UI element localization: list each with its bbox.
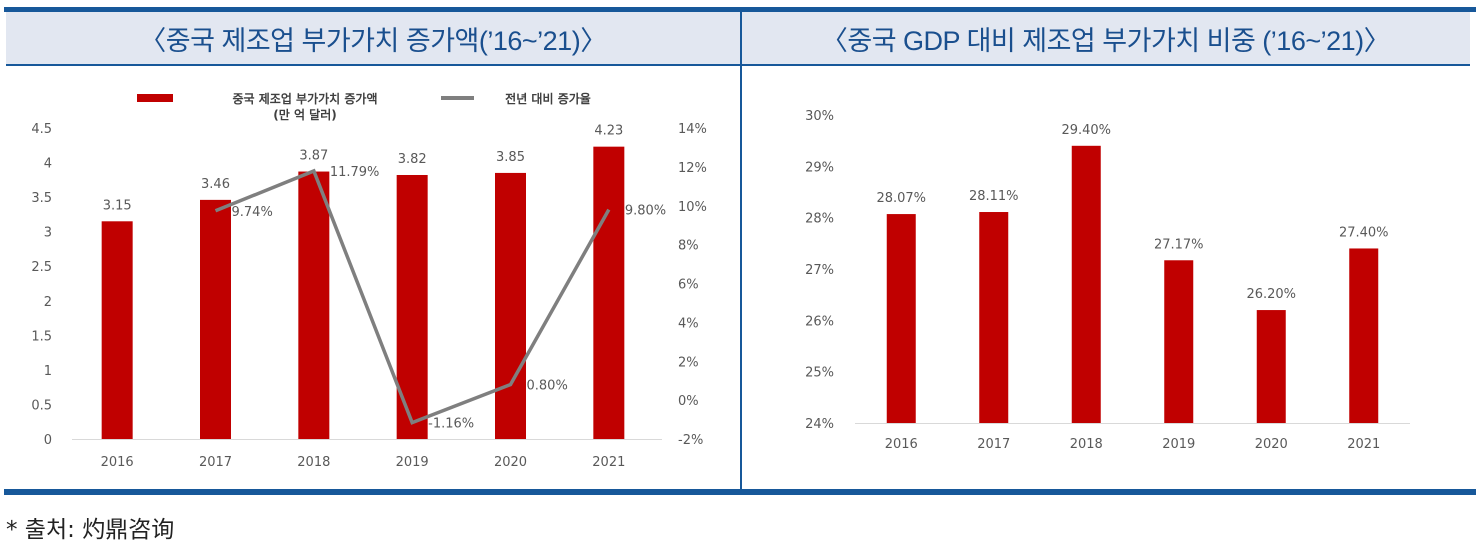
y2-axis-tick-label: -2% [678, 433, 703, 448]
y2-axis-tick-label: 2% [678, 355, 699, 370]
y-axis-tick-label: 4 [44, 157, 52, 172]
y-axis-tick-label: 3.5 [31, 191, 52, 206]
legend-line-label: 전년 대비 증가율 [505, 91, 591, 106]
source-note: * 출처: 灼鼎咨询 [6, 517, 175, 543]
y2-axis-tick-label: 14% [678, 122, 707, 137]
line-data-label: 9.80% [625, 204, 666, 219]
bar-data-label: 3.46 [201, 177, 230, 192]
y-axis-tick-label: 1 [44, 364, 52, 379]
bar-2017 [200, 199, 231, 439]
bar-data-label: 3.85 [496, 150, 525, 165]
y2-axis-tick-label: 4% [678, 316, 699, 331]
panel-divider [740, 12, 742, 490]
x-axis-tick-label: 2021 [592, 455, 625, 470]
bar-2018 [298, 171, 330, 440]
y-axis-tick-label: 28% [805, 212, 834, 227]
x-axis-tick-label: 2019 [1162, 437, 1195, 452]
x-axis-tick-label: 2018 [1070, 437, 1103, 452]
legend-bar-unit: (만 억 달러) [273, 107, 337, 122]
x-axis-tick-label: 2020 [494, 455, 527, 470]
y-axis-tick-label: 4.5 [31, 122, 52, 137]
y2-axis-tick-label: 8% [678, 239, 699, 254]
bar-data-label: 3.87 [299, 149, 328, 164]
x-axis-tick-label: 2016 [885, 437, 918, 452]
left-chart-title: 〈중국 제조업 부가가치 증가액(’16~’21)〉 [6, 12, 740, 66]
y2-axis-tick-label: 12% [678, 161, 707, 176]
y-axis-tick-label: 29% [805, 160, 834, 175]
gdp-share-chart: 24% 25% 26% 27% 28% 29% 30% 2016 2017 2018 2019 20… [805, 109, 1410, 452]
bar-data-label: 27.40% [1339, 225, 1389, 240]
y-axis-tick-label: 0.5 [31, 398, 52, 413]
bar-data-label: 3.82 [398, 152, 427, 167]
y-axis-tick-label: 2 [44, 295, 52, 310]
y-axis-tick-label: 1.5 [31, 329, 52, 344]
bottom-border [4, 489, 1476, 495]
line-data-label: 11.79% [330, 165, 380, 180]
y2-axis-tick-label: 10% [678, 200, 707, 215]
y2-axis-tick-label: 0% [678, 394, 699, 409]
x-axis-tick-label: 2018 [297, 455, 330, 470]
legend-bar-swatch [137, 94, 173, 102]
bar-data-label: 28.07% [876, 191, 926, 206]
value-added-chart: 중국 제조업 부가가치 증가액 (만 억 달러) 전년 대비 증가율 0 0.5 1… [31, 91, 707, 470]
bar-2016 [886, 214, 916, 423]
line-data-label: 0.80% [527, 379, 568, 394]
y-axis-tick-label: 26% [805, 314, 834, 329]
x-axis-tick-label: 2016 [101, 455, 134, 470]
y-axis-tick-label: 0 [44, 433, 52, 448]
bar-data-label: 27.17% [1154, 237, 1204, 252]
y2-axis-tick-label: 6% [678, 278, 699, 293]
bar-2020 [495, 172, 526, 439]
line-data-label: -1.16% [428, 417, 474, 432]
y-axis-tick-label: 30% [805, 109, 834, 124]
bar-2016 [101, 221, 133, 439]
line-data-label: 9.74% [232, 205, 273, 220]
y-axis-tick-label: 24% [805, 417, 834, 432]
bar-data-label: 29.40% [1061, 123, 1111, 138]
y-axis-tick-label: 25% [805, 366, 834, 381]
x-axis-tick-label: 2020 [1255, 437, 1288, 452]
x-axis-tick-label: 2017 [977, 437, 1010, 452]
bar-data-label: 3.15 [103, 198, 132, 213]
bar-2018 [1071, 145, 1101, 424]
bar-data-label: 26.20% [1246, 287, 1296, 302]
bar-2019 [1164, 260, 1194, 423]
top-border [4, 7, 1476, 12]
bar-2017 [979, 212, 1009, 423]
bar-2021 [593, 146, 625, 439]
y-axis-tick-label: 27% [805, 263, 834, 278]
bar-data-label: 4.23 [594, 124, 623, 139]
right-chart-title: 〈중국 GDP 대비 제조업 부가가치 비중 (’16~’21)〉 [741, 12, 1470, 66]
bar-data-label: 28.11% [969, 189, 1019, 204]
bar-2020 [1256, 310, 1286, 423]
legend-bar-label: 중국 제조업 부가가치 증가액 [232, 91, 377, 106]
y-axis-tick-label: 2.5 [31, 260, 52, 275]
bar-2021 [1349, 248, 1379, 423]
y-axis-tick-label: 3 [44, 226, 52, 241]
legend: 중국 제조업 부가가치 증가액 (만 억 달러) 전년 대비 증가율 [137, 91, 591, 122]
x-axis-tick-label: 2017 [199, 455, 232, 470]
x-axis-tick-label: 2021 [1347, 437, 1380, 452]
x-axis-tick-label: 2019 [396, 455, 429, 470]
